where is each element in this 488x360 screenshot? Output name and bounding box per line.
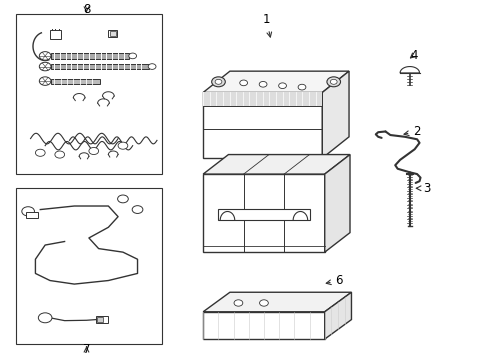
Bar [203, 93, 322, 105]
Bar [110, 31, 116, 36]
Text: 5: 5 [214, 139, 227, 152]
Polygon shape [203, 174, 324, 252]
Text: 4: 4 [409, 49, 417, 62]
Circle shape [55, 151, 64, 158]
Bar [26, 212, 38, 219]
Bar [50, 30, 61, 39]
Circle shape [211, 77, 225, 87]
Text: 3: 3 [415, 182, 429, 195]
Polygon shape [324, 154, 349, 252]
Polygon shape [324, 292, 351, 339]
Bar [96, 316, 108, 323]
Bar [51, 78, 100, 84]
Circle shape [234, 300, 243, 306]
Circle shape [22, 207, 34, 216]
Circle shape [128, 53, 136, 59]
Circle shape [118, 142, 127, 149]
Circle shape [148, 64, 156, 69]
Circle shape [259, 300, 268, 306]
Text: 8: 8 [82, 3, 90, 15]
Polygon shape [399, 67, 419, 73]
Bar [16, 14, 162, 174]
Circle shape [326, 77, 340, 87]
Polygon shape [203, 154, 349, 174]
Circle shape [39, 51, 51, 60]
Circle shape [89, 148, 99, 154]
Bar [217, 209, 309, 220]
Circle shape [39, 77, 51, 85]
Bar [108, 30, 117, 37]
Polygon shape [322, 71, 348, 158]
Circle shape [132, 206, 142, 213]
Circle shape [329, 79, 336, 84]
Circle shape [38, 313, 52, 323]
Text: 7: 7 [82, 343, 90, 356]
Text: 2: 2 [403, 125, 420, 138]
Bar [51, 64, 148, 69]
Text: 1: 1 [262, 13, 271, 37]
Circle shape [35, 149, 45, 156]
Circle shape [215, 79, 222, 84]
Bar [51, 53, 129, 59]
Polygon shape [203, 312, 324, 339]
Circle shape [239, 80, 247, 86]
Circle shape [39, 62, 51, 71]
Bar [16, 188, 162, 345]
Polygon shape [203, 292, 351, 312]
Circle shape [117, 195, 128, 203]
Circle shape [278, 83, 286, 89]
Bar [97, 317, 103, 323]
Circle shape [298, 84, 305, 90]
Polygon shape [203, 93, 322, 158]
Polygon shape [203, 71, 348, 93]
Circle shape [259, 81, 266, 87]
Text: 6: 6 [325, 274, 343, 287]
